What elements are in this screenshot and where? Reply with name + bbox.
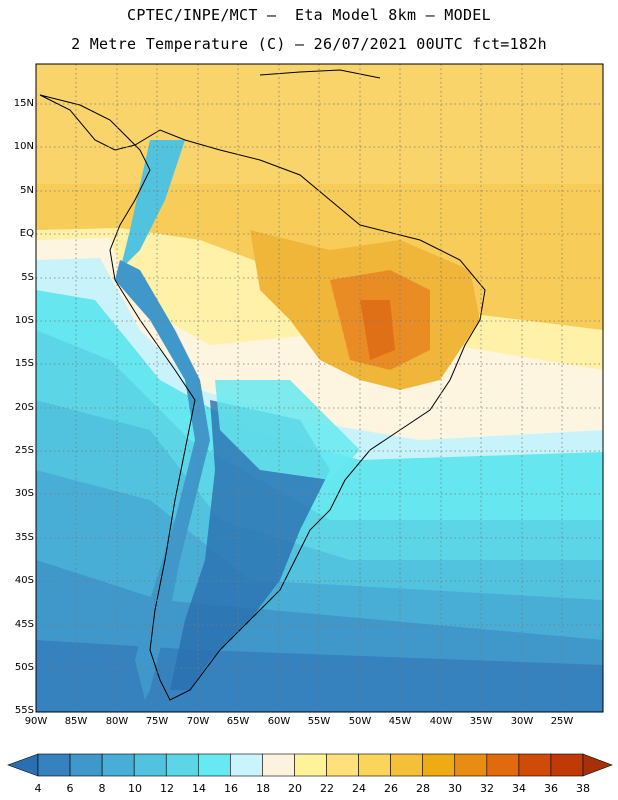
lat-label: 25S — [14, 445, 34, 456]
colorbar-tick: 20 — [288, 782, 302, 795]
colorbar-tick: 22 — [320, 782, 334, 795]
colorbar-swatch — [37, 753, 71, 777]
colorbar-tick: 38 — [576, 782, 590, 795]
colorbar-over-arrow — [582, 753, 613, 777]
lat-label: 40S — [14, 575, 34, 586]
colorbar-tick: 10 — [128, 782, 142, 795]
colorbar-swatch — [197, 753, 231, 777]
lon-label: 35W — [469, 716, 493, 727]
colorbar-tick: 4 — [34, 782, 42, 795]
colorbar-swatch — [358, 753, 391, 777]
lon-label: 50W — [348, 716, 372, 727]
lon-label: 90W — [24, 716, 48, 727]
colorbar-tick: 24 — [352, 782, 366, 795]
lon-label: 70W — [186, 716, 210, 727]
map-title: CPTEC/INPE/MCT – Eta Model 8km – MODEL — [127, 6, 491, 24]
colorbar-tick: 14 — [192, 782, 206, 795]
colorbar-swatch — [390, 753, 424, 777]
colorbar-tick: 8 — [98, 782, 106, 795]
colorbar-swatch — [133, 753, 167, 777]
colorbar-swatch — [165, 753, 199, 777]
gridlines — [36, 64, 603, 712]
lat-label: 5N — [20, 185, 34, 196]
temperature-field — [36, 64, 603, 712]
colorbar-swatch — [69, 753, 103, 777]
colorbar-swatch — [326, 753, 359, 777]
lon-label: 75W — [145, 716, 169, 727]
lat-label: 35S — [14, 532, 34, 543]
colorbar-tick: 6 — [66, 782, 74, 795]
lat-label: 30S — [14, 488, 34, 499]
colorbar-tick: 28 — [416, 782, 430, 795]
colorbar-tick: 32 — [480, 782, 494, 795]
lon-label: 85W — [64, 716, 88, 727]
colorbar-under-arrow — [7, 753, 39, 777]
colorbar-swatch — [294, 753, 327, 777]
lon-label: 65W — [226, 716, 250, 727]
lat-label: 15N — [13, 98, 34, 109]
colorbar — [7, 753, 613, 777]
colorbar-swatch — [454, 753, 488, 777]
lon-label: 60W — [267, 716, 291, 727]
lat-label: EQ — [19, 228, 34, 239]
lat-label: 55S — [14, 705, 34, 716]
colorbar-tick: 30 — [448, 782, 462, 795]
lon-label: 55W — [307, 716, 331, 727]
colorbar-swatch — [550, 753, 584, 777]
lat-label: 15S — [14, 358, 34, 369]
colorbar-swatch — [422, 753, 456, 777]
lon-label: 25W — [550, 716, 574, 727]
colorbar-tick: 34 — [512, 782, 526, 795]
colorbar-swatch — [518, 753, 552, 777]
colorbar-swatch — [230, 753, 263, 777]
colorbar-tick: 16 — [224, 782, 238, 795]
lon-label: 30W — [510, 716, 534, 727]
lat-label: 50S — [14, 662, 34, 673]
colorbar-swatch — [486, 753, 520, 777]
map-subtitle: 2 Metre Temperature (C) – 26/07/2021 00U… — [71, 35, 547, 53]
colorbar-swatch — [262, 753, 295, 777]
colorbar-tick: 26 — [384, 782, 398, 795]
colorbar-tick: 18 — [256, 782, 270, 795]
lon-label: 40W — [429, 716, 453, 727]
lat-label: 45S — [14, 619, 34, 630]
map-frame — [35, 63, 604, 713]
lat-label: 10N — [13, 141, 34, 152]
lon-label: 80W — [105, 716, 129, 727]
lat-label: 5S — [21, 272, 34, 283]
colorbar-tick: 12 — [160, 782, 174, 795]
lon-label: 45W — [388, 716, 412, 727]
lat-label: 20S — [14, 402, 34, 413]
lat-label: 10S — [14, 315, 34, 326]
colorbar-tick: 36 — [544, 782, 558, 795]
colorbar-swatch — [101, 753, 135, 777]
